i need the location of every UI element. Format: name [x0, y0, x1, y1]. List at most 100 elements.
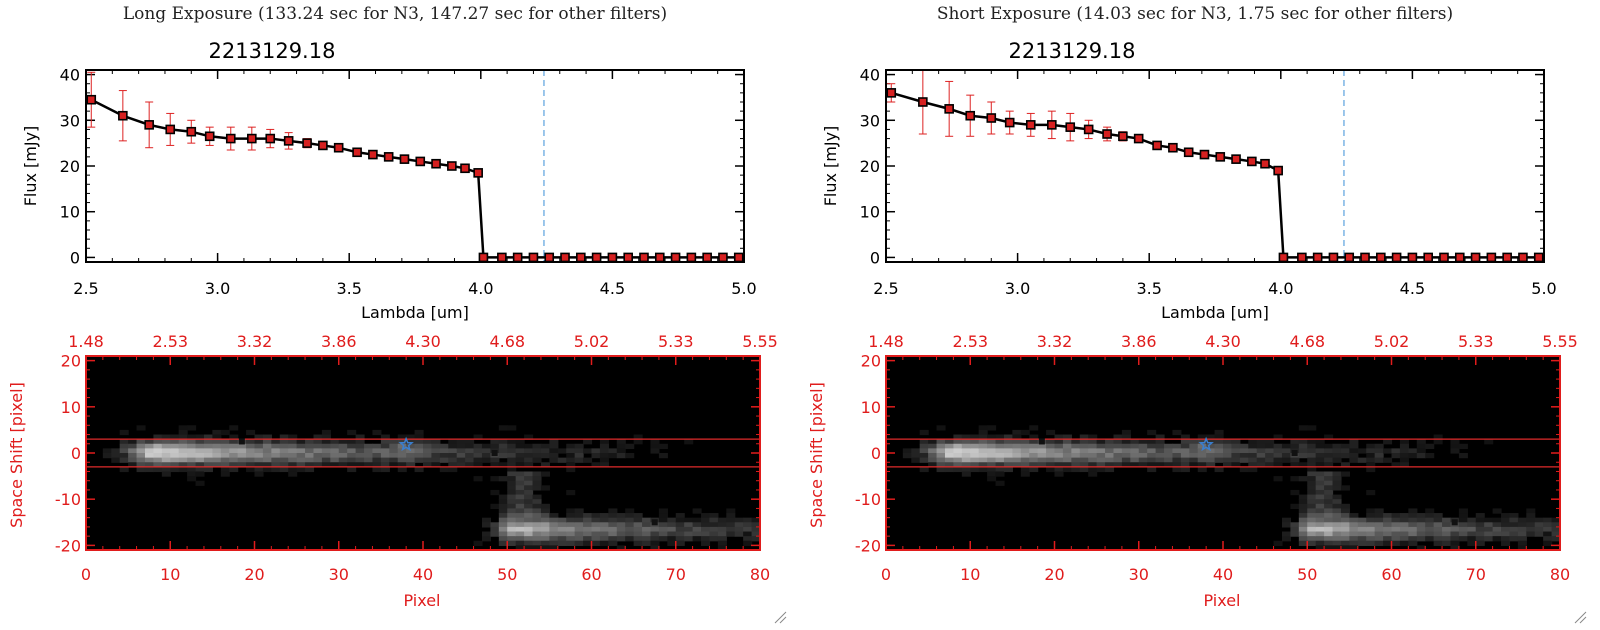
image-pixel [658, 531, 668, 537]
image-pixel [481, 536, 492, 542]
image-pixel [170, 453, 180, 459]
image-pixel [1374, 526, 1384, 533]
image-pixel [254, 448, 264, 454]
image-pixel [532, 471, 542, 477]
resize-grip-icon[interactable] [1573, 610, 1587, 624]
resize-grip-icon[interactable] [773, 610, 787, 624]
image-pixel [642, 522, 652, 528]
image-pixel [1408, 540, 1418, 546]
image-pixel [717, 526, 727, 533]
image-pixel [1180, 453, 1190, 459]
image-pixel [153, 439, 163, 445]
image-top-tick-label: 5.55 [1542, 332, 1578, 351]
image-pixel [1003, 434, 1013, 440]
image-pixel [1088, 434, 1098, 440]
image-pixel [524, 462, 534, 468]
image-pixel [911, 453, 921, 459]
image-pixel [507, 462, 517, 468]
image-pixel [1374, 522, 1384, 528]
image-pixel [970, 439, 980, 445]
image-pixel [566, 489, 576, 496]
image-pixel [591, 448, 601, 454]
image-pixel [1433, 522, 1443, 528]
image-pixel [944, 448, 955, 454]
image-pixel [321, 457, 331, 463]
image-pixel [1332, 471, 1342, 477]
image-pixel [751, 522, 761, 528]
image-pixel [271, 448, 281, 454]
image-pixel [1062, 453, 1072, 459]
image-pixel [1105, 466, 1115, 473]
spectrum-point [544, 252, 555, 263]
image-pixel [591, 517, 601, 523]
image-pixel [490, 531, 500, 537]
image-pixel [1079, 443, 1089, 449]
image-pixel [599, 453, 609, 459]
image-pixel [1416, 531, 1426, 537]
image-pixel [473, 540, 483, 546]
image-pixel [1206, 434, 1216, 440]
spectrum-xtick-label: 4.0 [468, 279, 493, 298]
image-xtick-label: 50 [1297, 565, 1317, 584]
image-pixel [220, 466, 230, 473]
image-top-tick-label: 5.55 [742, 332, 778, 351]
image-pixel [102, 448, 112, 454]
image-pixel [178, 429, 188, 436]
spectrum-point [1025, 120, 1036, 130]
image-pixel [919, 448, 929, 454]
image-pixel [397, 434, 407, 440]
spectrum-point [165, 124, 176, 135]
image-pixel [701, 522, 711, 528]
image-pixel [288, 457, 298, 463]
spectrum-xtick-label: 3.5 [336, 279, 361, 298]
spectrum-point [1344, 252, 1355, 263]
image-pixel [928, 443, 938, 449]
image-pixel [1526, 522, 1536, 528]
image-pixel [414, 434, 424, 440]
image-pixel [288, 453, 298, 459]
image-star-marker [1198, 436, 1214, 452]
image-xtick-label: 80 [1550, 565, 1570, 584]
image-pixel [1332, 545, 1342, 551]
image-top-tick-label: 4.30 [405, 332, 441, 351]
image-pixel [1290, 443, 1300, 449]
image-pixel [1357, 522, 1367, 528]
image-pixel [271, 439, 281, 445]
image-pixel [254, 462, 264, 468]
image-pixel [473, 453, 483, 459]
image-pixel [431, 448, 441, 454]
image-pixel [557, 540, 567, 546]
image-pixel [1315, 448, 1325, 454]
image-pixel [1231, 439, 1241, 445]
image-pixel [1324, 526, 1334, 533]
image-pixel [1324, 499, 1334, 505]
spectrum-point [528, 252, 539, 263]
image-pixel [1332, 508, 1342, 514]
image-pixel [658, 453, 668, 459]
image-pixel [1408, 531, 1418, 537]
spectrum-point [204, 131, 215, 142]
image-pixel [1433, 526, 1443, 533]
image-pixel [1492, 508, 1502, 514]
image-pixel [701, 536, 711, 542]
spectrum-ytick-label: 0 [870, 248, 880, 267]
spectrum-point [718, 252, 728, 263]
image-pixel [389, 439, 399, 445]
image-pixel [1012, 462, 1022, 468]
image-pixel [743, 540, 753, 546]
image-ytick-label: -10 [55, 490, 81, 509]
spectrum-point [1407, 252, 1418, 263]
image-pixel [515, 540, 525, 546]
image-pixel [1349, 448, 1359, 454]
image-pixel [1105, 457, 1115, 463]
image-pixel [347, 466, 357, 473]
image-pixel [1214, 443, 1224, 449]
image-pixel [961, 448, 971, 454]
image-pixel [1509, 517, 1519, 523]
image-pixel [1534, 526, 1544, 533]
image-pixel [195, 480, 205, 486]
image-pixel [1442, 517, 1452, 523]
spectrum-ytick-label: 30 [60, 111, 80, 130]
image-pixel [608, 526, 618, 533]
image-pixel [465, 462, 475, 468]
